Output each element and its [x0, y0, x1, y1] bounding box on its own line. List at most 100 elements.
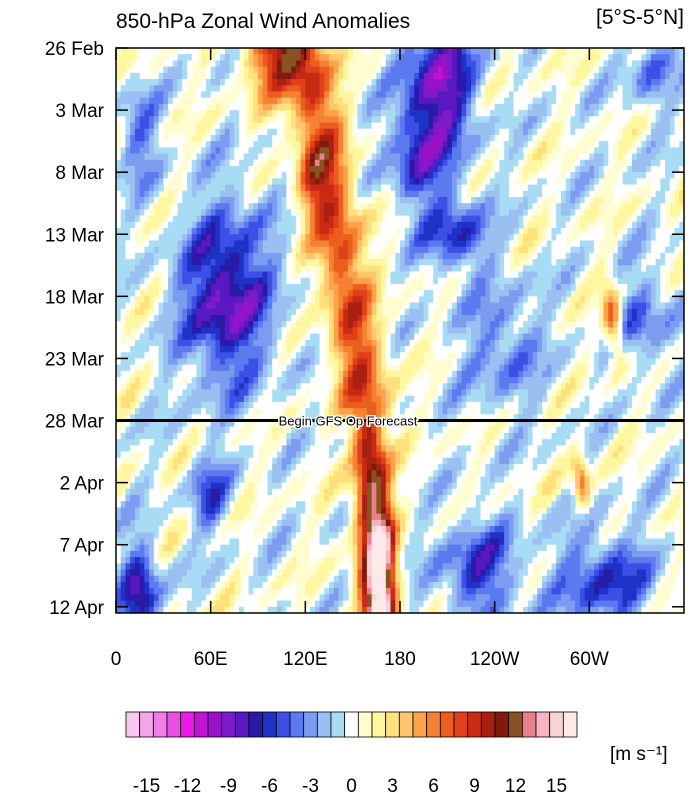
heatmap-cell — [125, 197, 131, 204]
heatmap-cell — [196, 327, 202, 335]
heatmap-cell — [305, 308, 311, 316]
heatmap-cell — [646, 72, 652, 80]
heatmap-cell — [366, 178, 373, 186]
heatmap-cell — [191, 134, 198, 142]
heatmap-cell — [248, 48, 254, 55]
heatmap-cell — [395, 85, 401, 93]
heatmap-cell — [305, 116, 311, 124]
heatmap-cell — [650, 116, 657, 124]
heatmap-cell — [248, 72, 254, 80]
heatmap-cell — [613, 197, 619, 204]
heatmap-cell — [229, 178, 235, 186]
heatmap-cell — [461, 147, 467, 155]
heatmap-cell — [149, 97, 155, 105]
heatmap-cell — [385, 153, 392, 161]
heatmap-cell — [300, 128, 306, 136]
heatmap-cell — [423, 66, 429, 74]
heatmap-cell — [144, 271, 150, 279]
heatmap-cell — [579, 153, 586, 161]
heatmap-cell — [627, 97, 633, 105]
heatmap-cell — [215, 141, 221, 148]
heatmap-cell — [660, 48, 666, 55]
heatmap-cell — [622, 79, 628, 86]
heatmap-cell — [475, 252, 482, 260]
heatmap-cell — [305, 228, 311, 235]
heatmap-cell — [366, 122, 373, 130]
heatmap-cell — [480, 339, 486, 347]
heatmap-cell — [224, 308, 231, 316]
heatmap-cell — [177, 296, 183, 304]
heatmap-cell — [267, 290, 273, 297]
heatmap-cell — [518, 246, 524, 254]
heatmap-cell — [669, 277, 676, 285]
heatmap-cell — [319, 122, 325, 130]
heatmap-cell — [168, 221, 174, 229]
heatmap-cell — [338, 203, 344, 211]
heatmap-cell — [187, 165, 193, 173]
heatmap-cell — [598, 110, 605, 117]
heatmap-cell — [210, 66, 216, 74]
heatmap-cell — [210, 165, 216, 173]
heatmap-cell — [594, 246, 600, 254]
heatmap-cell — [636, 333, 642, 341]
heatmap-cell — [144, 308, 150, 316]
heatmap-cell — [305, 296, 311, 304]
heatmap-cell — [144, 221, 150, 229]
heatmap-cell — [338, 277, 344, 285]
heatmap-cell — [168, 302, 174, 310]
heatmap-cell — [343, 333, 349, 341]
heatmap-cell — [494, 48, 500, 55]
heatmap-cell — [665, 259, 671, 266]
heatmap-cell — [116, 203, 122, 211]
heatmap-cell — [480, 333, 486, 341]
heatmap-cell — [362, 159, 368, 167]
heatmap-cell — [456, 197, 463, 204]
heatmap-cell — [655, 178, 661, 186]
heatmap-cell — [414, 259, 420, 266]
heatmap-cell — [381, 184, 387, 192]
heatmap-cell — [504, 221, 510, 229]
heatmap-cell — [338, 228, 344, 235]
heatmap-cell — [149, 271, 155, 279]
heatmap-cell — [409, 172, 415, 179]
heatmap-cell — [466, 302, 472, 310]
heatmap-cell — [622, 48, 628, 55]
heatmap-cell — [158, 153, 164, 161]
heatmap-cell — [608, 103, 614, 111]
heatmap-cell — [243, 134, 250, 142]
heatmap-cell — [295, 259, 302, 266]
heatmap-cell — [120, 308, 127, 316]
heatmap-cell — [641, 165, 647, 173]
heatmap-cell — [404, 277, 411, 285]
heatmap-cell — [513, 60, 519, 68]
heatmap-cell — [276, 240, 283, 248]
heatmap-cell — [418, 48, 425, 55]
heatmap-cell — [452, 327, 458, 335]
heatmap-cell — [116, 209, 122, 217]
heatmap-cell — [158, 197, 164, 204]
heatmap-cell — [286, 184, 292, 192]
heatmap-cell — [523, 134, 529, 142]
heatmap-cell — [333, 141, 340, 148]
heatmap-cell — [608, 296, 614, 304]
heatmap-cell — [305, 134, 311, 142]
heatmap-cell — [437, 103, 444, 111]
heatmap-cell — [314, 302, 321, 310]
heatmap-cell — [423, 103, 429, 111]
heatmap-cell — [267, 128, 273, 136]
heatmap-cell — [376, 203, 382, 211]
heatmap-cell — [551, 159, 557, 167]
heatmap-cell — [480, 265, 486, 273]
heatmap-cell — [508, 103, 515, 111]
heatmap-cell — [428, 209, 434, 217]
heatmap-cell — [400, 159, 406, 167]
heatmap-cell — [641, 252, 647, 260]
heatmap-cell — [546, 283, 553, 291]
heatmap-cell — [324, 48, 330, 55]
heatmap-cell — [641, 172, 647, 179]
heatmap-cell — [418, 178, 425, 186]
heatmap-cell — [338, 66, 344, 74]
heatmap-cell — [347, 259, 354, 266]
heatmap-cell — [187, 265, 193, 273]
heatmap-cell — [418, 240, 425, 248]
